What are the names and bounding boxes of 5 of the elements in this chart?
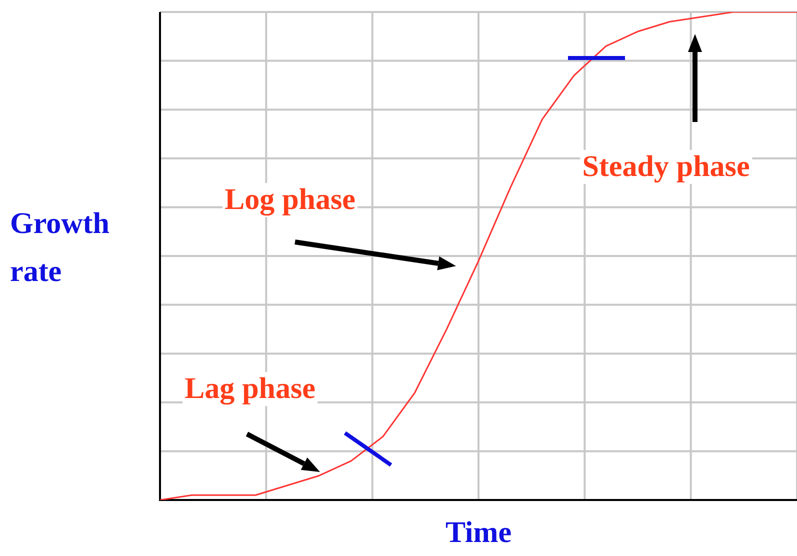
annotation: Lag phase [182, 372, 318, 406]
y-axis-title: Growth rate [10, 206, 110, 290]
annotation: Log phase [222, 183, 358, 217]
x-axis-title: Time [445, 516, 512, 550]
annotation: Steady phase [580, 150, 752, 184]
